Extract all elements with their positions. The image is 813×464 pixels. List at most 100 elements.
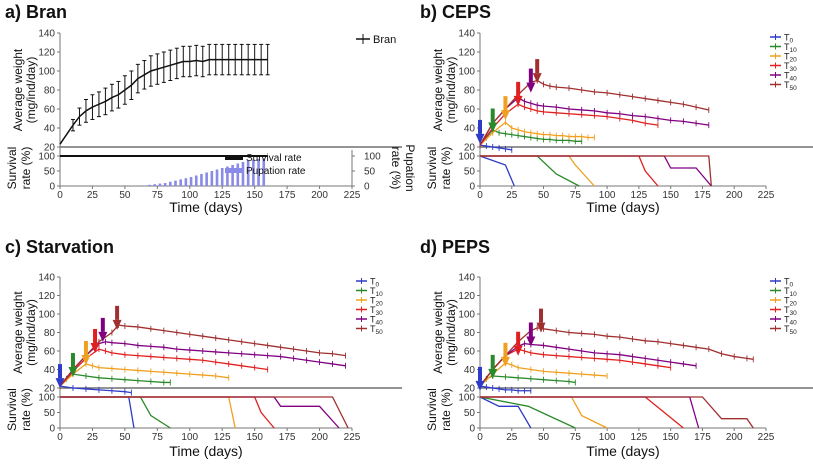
legend-subscript: 10 — [790, 47, 798, 54]
legend-subscript: 40 — [376, 320, 384, 327]
x-tick-label: 50 — [538, 432, 550, 443]
y-axis-label-line: Average weight — [11, 48, 25, 131]
y-tick-label: 80 — [44, 86, 56, 97]
arrow-shaft — [100, 317, 105, 332]
survival-line-t10 — [60, 396, 171, 429]
pupation-bar — [148, 184, 151, 186]
survival-axis-label-line: Survival — [425, 147, 439, 190]
y-tick-label: 140 — [38, 29, 55, 40]
x-tick-label: 150 — [246, 190, 263, 201]
arrow-shaft — [490, 108, 495, 123]
x-tick-label: 0 — [57, 432, 63, 443]
survival-axis-label: Survivalrate (%) — [425, 388, 453, 431]
legend-subscript: 20 — [790, 57, 798, 64]
x-tick-label: 150 — [662, 190, 679, 201]
legend-label: Survival rate — [246, 153, 302, 164]
arrow-shaft — [478, 366, 482, 381]
y-tick-label: 40 — [464, 124, 476, 135]
survival-line-t30 — [480, 155, 659, 187]
survival-line-t50 — [480, 155, 712, 187]
arrow-shaft — [535, 59, 540, 74]
survival-line-t50 — [480, 396, 754, 429]
legend-subscript: 40 — [790, 76, 798, 83]
pupation-bar — [215, 169, 219, 186]
y-tick-label: 20 — [464, 143, 476, 154]
legend-subscript: 10 — [790, 291, 798, 298]
survival-axis-label-line: Survival — [425, 388, 439, 431]
y-tick-label: 60 — [464, 347, 476, 358]
legend-subscript: 50 — [790, 85, 798, 92]
x-tick-label: 225 — [758, 190, 775, 201]
arrow-shaft — [503, 342, 508, 357]
x-tick-label: 125 — [214, 190, 231, 201]
y-tick-label: 100 — [38, 67, 55, 78]
pupation-tick-label: 100 — [364, 152, 381, 163]
survival-line-t40 — [480, 155, 712, 187]
panel-title: b) CEPS — [420, 2, 491, 22]
survival-tick-label: 100 — [458, 152, 475, 163]
arrow-head — [475, 380, 485, 391]
y-axis-label-line: (mg/ind/day) — [444, 299, 458, 366]
legend-label: Pupation rate — [246, 166, 306, 177]
series-line-t30 — [59, 348, 268, 387]
y-axis-label-line: (mg/ind/day) — [24, 299, 38, 366]
y-tick-label: 20 — [44, 384, 56, 395]
arrow-shaft — [115, 305, 120, 320]
survival-line-t0 — [479, 396, 532, 429]
legend-label: T0 — [784, 277, 794, 289]
arrow-shaft — [516, 331, 521, 346]
survival-tick-label: 100 — [38, 393, 55, 404]
x-tick-label: 25 — [506, 432, 518, 443]
x-axis-label: Time (days) — [169, 443, 242, 459]
arrow-shaft — [503, 96, 508, 111]
arrow-head — [488, 368, 498, 379]
pupation-bar — [143, 185, 146, 186]
survival-line-t30 — [480, 396, 684, 429]
y-tick-label: 80 — [464, 86, 476, 97]
arrow-head — [55, 378, 65, 389]
legend-subscript: 30 — [790, 66, 798, 73]
pupation-bar — [189, 177, 193, 186]
survival-line-t50 — [60, 396, 349, 429]
legend-subscript: 50 — [790, 329, 798, 336]
survival-axis-label-line: Survival — [5, 147, 19, 190]
survival-tick-label: 50 — [464, 408, 476, 419]
y-tick-label: 20 — [464, 384, 476, 395]
pupation-bar — [241, 162, 245, 186]
y-tick-label: 60 — [44, 105, 56, 116]
x-tick-label: 225 — [344, 432, 361, 443]
x-tick-label: 150 — [246, 432, 263, 443]
x-tick-label: 200 — [311, 432, 328, 443]
survival-line-t20 — [480, 155, 595, 187]
arrow-head — [532, 73, 542, 84]
survival-line-t20 — [60, 396, 236, 429]
legend-label: T0 — [370, 277, 380, 289]
survival-line-t40 — [480, 396, 700, 429]
pupation-bar — [252, 159, 255, 186]
pupation-bar — [257, 159, 260, 186]
x-tick-label: 75 — [152, 190, 164, 201]
y-tick-label: 140 — [38, 273, 55, 284]
x-tick-label: 0 — [477, 190, 483, 201]
x-tick-label: 175 — [694, 432, 711, 443]
y-tick-label: 120 — [38, 48, 55, 59]
x-axis-label: Time (days) — [586, 443, 659, 459]
arrow-shaft — [58, 364, 62, 379]
arrow-head — [68, 367, 78, 378]
pupation-bar — [184, 178, 188, 186]
pupation-bar — [205, 172, 208, 186]
y-tick-label: 80 — [464, 328, 476, 339]
survival-tick-label: 0 — [49, 182, 55, 193]
y-axis-label: Average weight(mg/ind/day) — [11, 48, 38, 131]
pupation-bar — [153, 184, 157, 186]
x-tick-label: 0 — [57, 190, 63, 201]
pupation-bar — [194, 175, 198, 186]
series-line-t0 — [479, 144, 512, 151]
y-axis-label: Average weight(mg/ind/day) — [11, 291, 38, 374]
survival-line-t20 — [480, 396, 608, 429]
survival-tick-label: 0 — [469, 424, 475, 435]
series-line-t50 — [59, 324, 346, 387]
